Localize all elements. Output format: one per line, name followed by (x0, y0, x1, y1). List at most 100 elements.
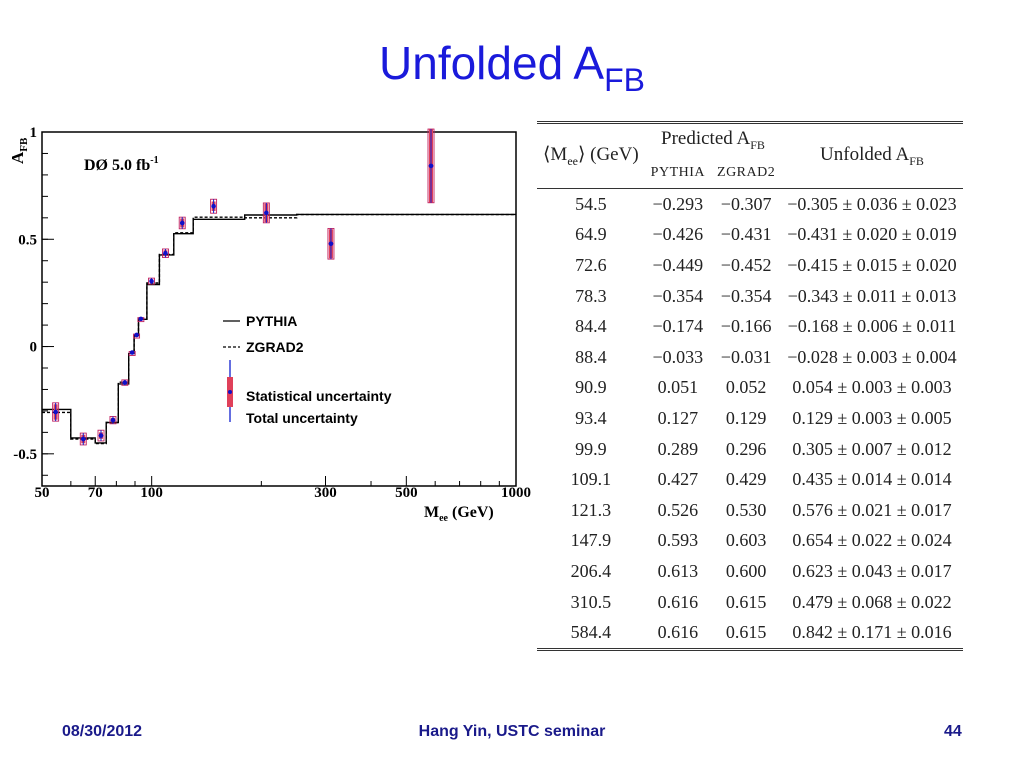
x-axis-label-sub: ee (439, 513, 448, 524)
table-header-predicted-text: Predicted A (661, 128, 751, 150)
cell-mass: 72.6 (575, 254, 607, 275)
y-axis-label: AFB (8, 137, 30, 164)
luminosity-annotation-sup: -1 (150, 155, 158, 166)
data-point-group (210, 198, 218, 214)
data-point-group (121, 379, 129, 386)
table-row: 121.3 0.526 0.530 0.576 ± 0.021 ± 0.017 (537, 495, 963, 526)
data-point (138, 316, 144, 322)
cell-zgrad: 0.296 (725, 438, 767, 459)
cell-unfolded: 0.654 ± 0.022 ± 0.024 (792, 530, 952, 551)
cell-pythia: −0.033 (652, 346, 704, 367)
data-point-group (162, 248, 169, 258)
table-header-row: ⟨Mee⟩ (GeV) Predicted AFB Unfolded AFB (537, 122, 963, 168)
y-axis-label-main: A (8, 151, 27, 164)
luminosity-annotation: DØ 5.0 fb-1 (84, 155, 159, 174)
x-tick-label: 300 (314, 485, 337, 501)
cell-mass: 206.4 (570, 560, 612, 581)
total-uncertainty-box (427, 128, 435, 204)
cell-mass: 121.3 (570, 499, 612, 520)
table-header-unfolded: Unfolded AFB (781, 123, 962, 189)
cell-unfolded: −0.168 ± 0.006 ± 0.011 (787, 316, 957, 337)
slide-title-subscript: FB (604, 62, 645, 98)
x-tick-label: 500 (395, 485, 418, 501)
cell-zgrad: −0.166 (720, 316, 772, 337)
table-row: 54.5 −0.293 −0.307 −0.305 ± 0.036 ± 0.023 (537, 188, 963, 220)
table-header-mass-text: ⟨M (543, 144, 568, 166)
cell-unfolded: −0.343 ± 0.011 ± 0.013 (787, 285, 957, 306)
data-point-group (128, 350, 136, 356)
legend-stat-label: Statistical uncertainty (246, 388, 392, 404)
cell-unfolded: 0.054 ± 0.003 ± 0.003 (792, 377, 952, 398)
results-table: ⟨Mee⟩ (GeV) Predicted AFB Unfolded AFB P… (537, 121, 963, 651)
x-tick-label: 50 (35, 485, 50, 501)
table-header-pythia: PYTHIA (650, 164, 706, 180)
data-point (428, 163, 434, 169)
data-point (129, 350, 135, 355)
cell-mass: 93.4 (575, 407, 607, 428)
table-header-zgrad: ZGRAD2 (717, 164, 776, 180)
table-body: 54.5 −0.293 −0.307 −0.305 ± 0.036 ± 0.023 64… (537, 188, 963, 650)
data-point-group (137, 316, 145, 323)
table-header-mass-sub: ee (567, 153, 578, 168)
data-points (52, 128, 435, 446)
cell-mass: 99.9 (575, 438, 607, 459)
cell-unfolded: 0.842 ± 0.171 ± 0.016 (792, 622, 952, 643)
cell-unfolded: −0.415 ± 0.015 ± 0.020 (787, 254, 957, 275)
data-point-group (148, 277, 155, 285)
cell-pythia: 0.593 (657, 530, 699, 551)
cell-zgrad: −0.307 (720, 193, 772, 214)
cell-mass: 88.4 (575, 346, 607, 367)
data-point-group (79, 432, 87, 446)
data-point-group (109, 416, 117, 425)
cell-pythia: −0.449 (652, 254, 704, 275)
cell-mass: 64.9 (575, 224, 607, 245)
table-subheader-row: PYTHIA ZGRAD2 (537, 157, 963, 188)
legend: PYTHIA ZGRAD2 Statistical uncertainty To… (223, 313, 392, 426)
data-point (80, 436, 86, 442)
cell-pythia: 0.427 (657, 469, 699, 490)
cell-pythia: 0.127 (657, 407, 699, 428)
y-tick-label: 0.5 (18, 232, 37, 248)
cell-mass: 310.5 (570, 591, 612, 612)
cell-pythia: −0.174 (652, 316, 704, 337)
cell-mass: 109.1 (570, 469, 612, 490)
cell-zgrad: 0.129 (725, 407, 767, 428)
table-row: 84.4 −0.174 −0.166 −0.168 ± 0.006 ± 0.011 (537, 311, 963, 342)
cell-mass: 84.4 (575, 316, 607, 337)
cell-unfolded: −0.028 ± 0.003 ± 0.004 (787, 346, 957, 367)
data-point-group (178, 216, 186, 230)
cell-zgrad: 0.603 (725, 530, 767, 551)
table-header-predicted: Predicted AFB (645, 123, 782, 158)
cell-mass: 54.5 (575, 193, 607, 214)
data-point-group (327, 227, 335, 260)
data-point-group (97, 429, 105, 442)
cell-mass: 90.9 (575, 377, 607, 398)
x-axis-label-main: M (424, 504, 439, 521)
cell-unfolded: 0.623 ± 0.043 ± 0.017 (792, 560, 952, 581)
footer-date: 08/30/2012 (62, 723, 143, 740)
table-header-unfolded-text: Unfolded A (820, 143, 910, 165)
footer-presenter: Hang Yin, USTC seminar (418, 723, 606, 740)
cell-pythia: 0.526 (657, 499, 699, 520)
table-row: 99.9 0.289 0.296 0.305 ± 0.007 ± 0.012 (537, 434, 963, 465)
cell-pythia: −0.426 (652, 224, 704, 245)
cell-pythia: −0.354 (652, 285, 704, 306)
cell-unfolded: −0.305 ± 0.036 ± 0.023 (787, 193, 957, 214)
table-header-mass-tail: ⟩ (GeV) (577, 144, 639, 166)
table-row: 90.9 0.051 0.052 0.054 ± 0.003 ± 0.003 (537, 373, 963, 404)
table-row: 310.5 0.616 0.615 0.479 ± 0.068 ± 0.022 (537, 587, 963, 618)
data-point (264, 210, 269, 216)
data-point (98, 433, 104, 438)
theory-curves (42, 213, 516, 445)
table-row: 72.6 −0.449 −0.452 −0.415 ± 0.015 ± 0.020 (537, 250, 963, 281)
cell-zgrad: −0.452 (720, 254, 772, 275)
cell-mass: 584.4 (570, 622, 612, 643)
cell-zgrad: 0.615 (725, 591, 767, 612)
data-point (110, 417, 116, 423)
legend-pythia-label: PYTHIA (246, 313, 297, 329)
data-point (53, 409, 58, 415)
slide-title: Unfolded AFB (0, 36, 1024, 99)
cell-pythia: 0.613 (657, 560, 699, 581)
data-point (163, 250, 168, 256)
